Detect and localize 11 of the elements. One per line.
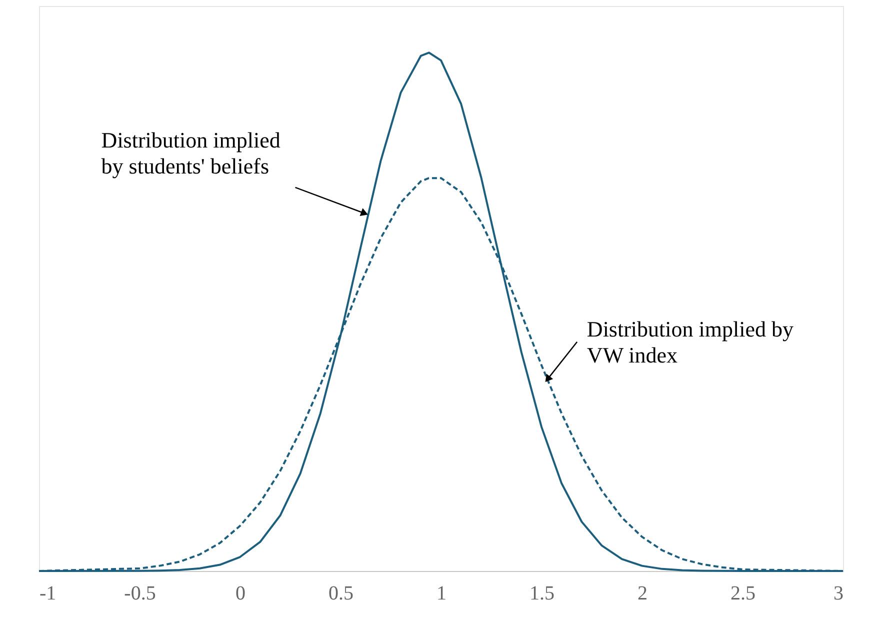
x-tick-label: -1 [40, 582, 56, 604]
annotation: Distribution implied by students' beliefs [101, 127, 280, 178]
x-tick-label: 1 [436, 582, 446, 604]
x-tick-label: 2 [638, 582, 648, 604]
x-tick-label: 3 [834, 582, 844, 604]
annotation: Distribution implied by VW index [586, 316, 794, 368]
x-tick-label: 1.5 [530, 582, 554, 604]
x-tick-label: 2.5 [730, 582, 756, 604]
x-tick-label: 0.5 [328, 582, 354, 604]
x-tick-label: -0.5 [124, 582, 156, 604]
x-tick-label: 0 [236, 582, 246, 604]
